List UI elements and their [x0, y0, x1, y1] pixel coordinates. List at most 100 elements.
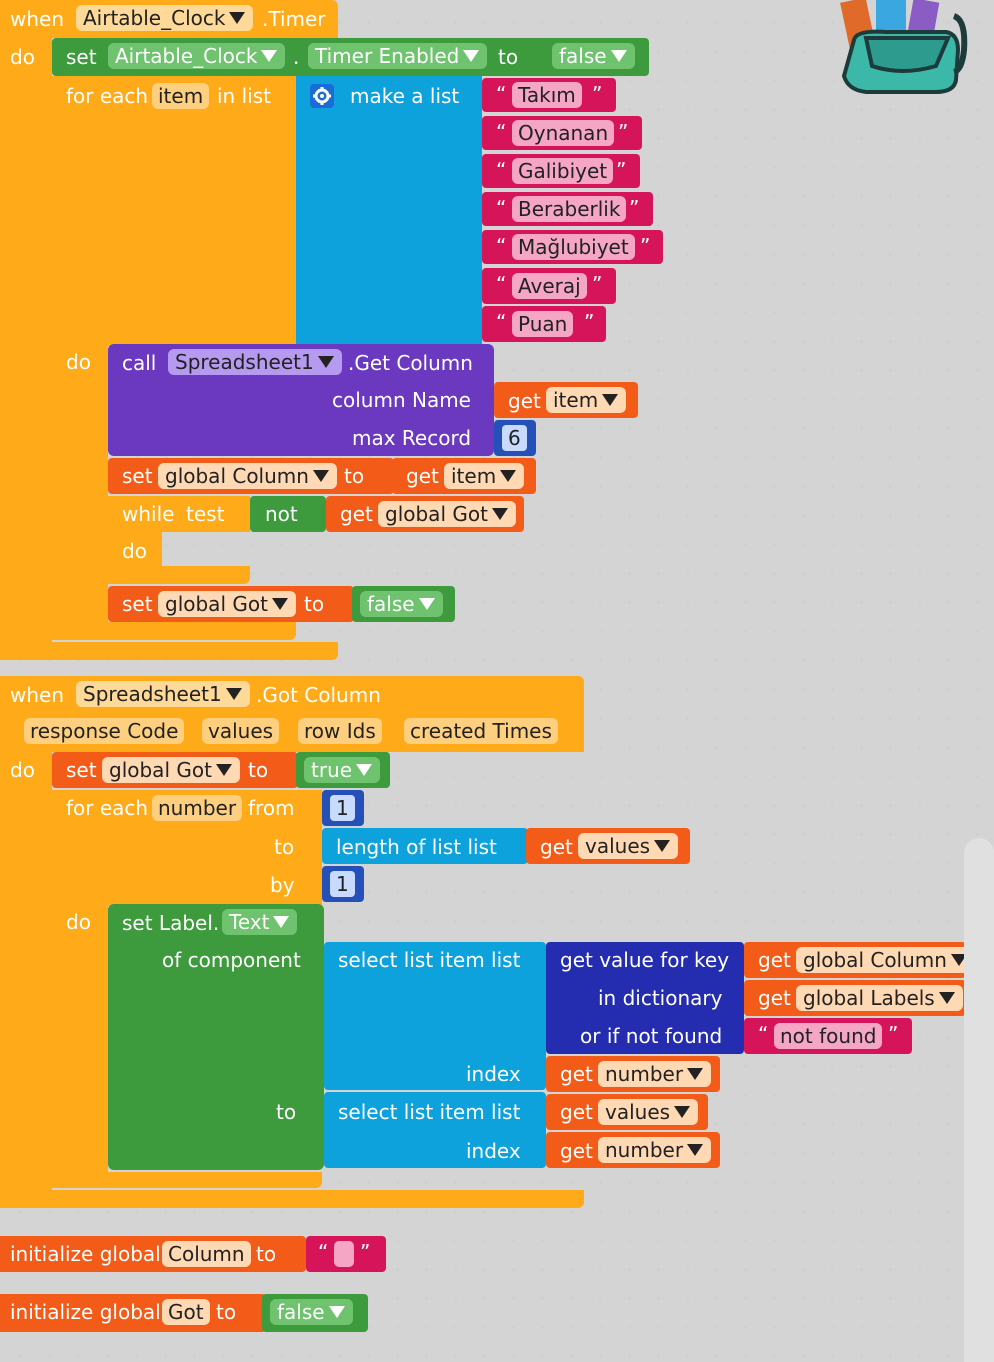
param-response-code[interactable]: response Code [24, 718, 185, 744]
false-dropdown[interactable]: false [552, 43, 635, 69]
from-value[interactable]: 1 [330, 795, 355, 821]
quote-close: ” [360, 1240, 371, 1264]
set-label-text-block[interactable] [108, 904, 324, 1170]
get-value-for-key-block[interactable] [546, 942, 744, 1054]
do-keyword: do [10, 758, 35, 782]
get-item-dropdown-2[interactable]: item [444, 463, 525, 489]
set-global-got-dropdown[interactable]: global Got [102, 757, 240, 783]
set-global-got-dropdown[interactable]: global Got [158, 591, 296, 617]
index-keyword: index [466, 1062, 521, 1086]
get-keyword: get [560, 1100, 593, 1124]
select-list-item-block-2[interactable] [324, 1092, 546, 1168]
while-block[interactable] [108, 496, 250, 532]
quote-open: “ [496, 272, 507, 296]
by-value[interactable]: 1 [330, 871, 355, 897]
quote-close: ” [888, 1022, 899, 1046]
init-column-name[interactable]: Column [162, 1241, 251, 1267]
false-dropdown-3[interactable]: false [270, 1299, 353, 1325]
get-values-dropdown[interactable]: values [578, 833, 679, 859]
text-value-galibiyet[interactable]: Galibiyet [512, 158, 614, 184]
param-created-times[interactable]: created Times [404, 718, 558, 744]
text-value-takim[interactable]: Takım [512, 82, 582, 108]
empty-text-field[interactable] [334, 1241, 354, 1267]
text-value-oynanan[interactable]: Oynanan [512, 120, 615, 146]
not-keyword: not [265, 502, 298, 526]
to-keyword: to [498, 45, 519, 69]
quote-open: “ [496, 196, 507, 220]
init-got-name[interactable]: Got [162, 1299, 210, 1325]
quote-open: “ [496, 310, 507, 334]
select-list-item-block[interactable] [324, 942, 546, 1090]
gotcolumn-component-dropdown[interactable]: Spreadsheet1 [76, 681, 250, 707]
label-property-dropdown[interactable]: Text [222, 909, 298, 935]
of-component-label: of component [162, 948, 301, 972]
loop-do-keyword: do [66, 910, 91, 934]
foreach-item-body [52, 346, 108, 630]
param-row-ids[interactable]: row Ids [298, 718, 382, 744]
quote-close: ” [616, 158, 627, 182]
set-global-column-dropdown[interactable]: global Column [158, 463, 337, 489]
not-block[interactable] [250, 496, 326, 532]
length-of-list-block[interactable] [322, 828, 528, 864]
call-keyword: call [122, 351, 157, 375]
get-keyword: get [758, 986, 791, 1010]
foreach-item-block[interactable] [52, 76, 296, 346]
get-number-dropdown-2[interactable]: number [598, 1137, 712, 1163]
timer-event-body [0, 38, 52, 648]
get-keyword: get [540, 835, 573, 859]
true-dropdown[interactable]: true [304, 757, 381, 783]
foreach-keyword: for each [66, 796, 149, 820]
init-global-label: initialize global [10, 1300, 161, 1324]
while-keyword: while [122, 502, 175, 526]
make-a-list-label: make a list [350, 84, 460, 108]
when-keyword: when [10, 7, 65, 31]
length-of-list-label: length of list list [336, 835, 497, 859]
quote-close: ” [592, 82, 603, 106]
or-if-not-found-label: or if not found [580, 1024, 723, 1048]
get-number-dropdown[interactable]: number [598, 1061, 712, 1087]
get-keyword: get [758, 948, 791, 972]
text-value-puan[interactable]: Puan [512, 311, 574, 337]
quote-close: ” [592, 272, 603, 296]
to-keyword: to [216, 1300, 237, 1324]
foreach-number-variable[interactable]: number [152, 795, 243, 821]
foreach-variable[interactable]: item [152, 83, 210, 109]
set-component-dropdown[interactable]: Airtable_Clock [108, 43, 286, 69]
init-global-column-block[interactable] [0, 1236, 306, 1272]
backpack-icon[interactable] [836, 0, 968, 96]
quote-open: “ [496, 82, 507, 106]
timer-component-dropdown[interactable]: Airtable_Clock [76, 5, 254, 31]
make-a-list-block[interactable] [296, 76, 482, 344]
call-component-dropdown[interactable]: Spreadsheet1 [168, 349, 342, 375]
column-name-label: column Name [332, 388, 471, 412]
in-list-keyword: in list [217, 84, 271, 108]
set-property-dropdown[interactable]: Timer Enabled [308, 43, 488, 69]
in-dictionary-label: in dictionary [598, 986, 723, 1010]
not-found-value[interactable]: not found [774, 1023, 883, 1049]
to-keyword: to [274, 835, 295, 859]
init-global-got-block[interactable] [0, 1294, 266, 1332]
get-global-got-dropdown[interactable]: global Got [378, 501, 516, 527]
select-list-item-label: select list item list [338, 948, 521, 972]
param-values[interactable]: values [202, 718, 280, 744]
quote-open: “ [496, 120, 507, 144]
gear-icon[interactable] [310, 84, 334, 108]
foreach-number-body [52, 906, 108, 1186]
vertical-scrollbar[interactable] [964, 838, 994, 1362]
quote-open: “ [496, 158, 507, 182]
get-keyword: get [560, 1062, 593, 1086]
get-item-dropdown[interactable]: item [546, 387, 627, 413]
get-keyword: get [340, 502, 373, 526]
get-values-dropdown-2[interactable]: values [598, 1099, 699, 1125]
get-global-labels-dropdown[interactable]: global Labels [796, 985, 963, 1011]
to-label: to [276, 1100, 297, 1124]
max-record-value[interactable]: 6 [502, 425, 527, 451]
do-keyword: do [10, 45, 35, 69]
text-value-averaj[interactable]: Averaj [512, 273, 587, 299]
to-keyword: to [304, 592, 325, 616]
false-dropdown-2[interactable]: false [360, 591, 443, 617]
text-value-beraberlik[interactable]: Beraberlik [512, 196, 627, 222]
foreach-item-footer [52, 622, 296, 640]
text-value-maglubiyet[interactable]: Mağlubiyet [512, 234, 635, 260]
get-global-column-dropdown[interactable]: global Column [796, 947, 975, 973]
